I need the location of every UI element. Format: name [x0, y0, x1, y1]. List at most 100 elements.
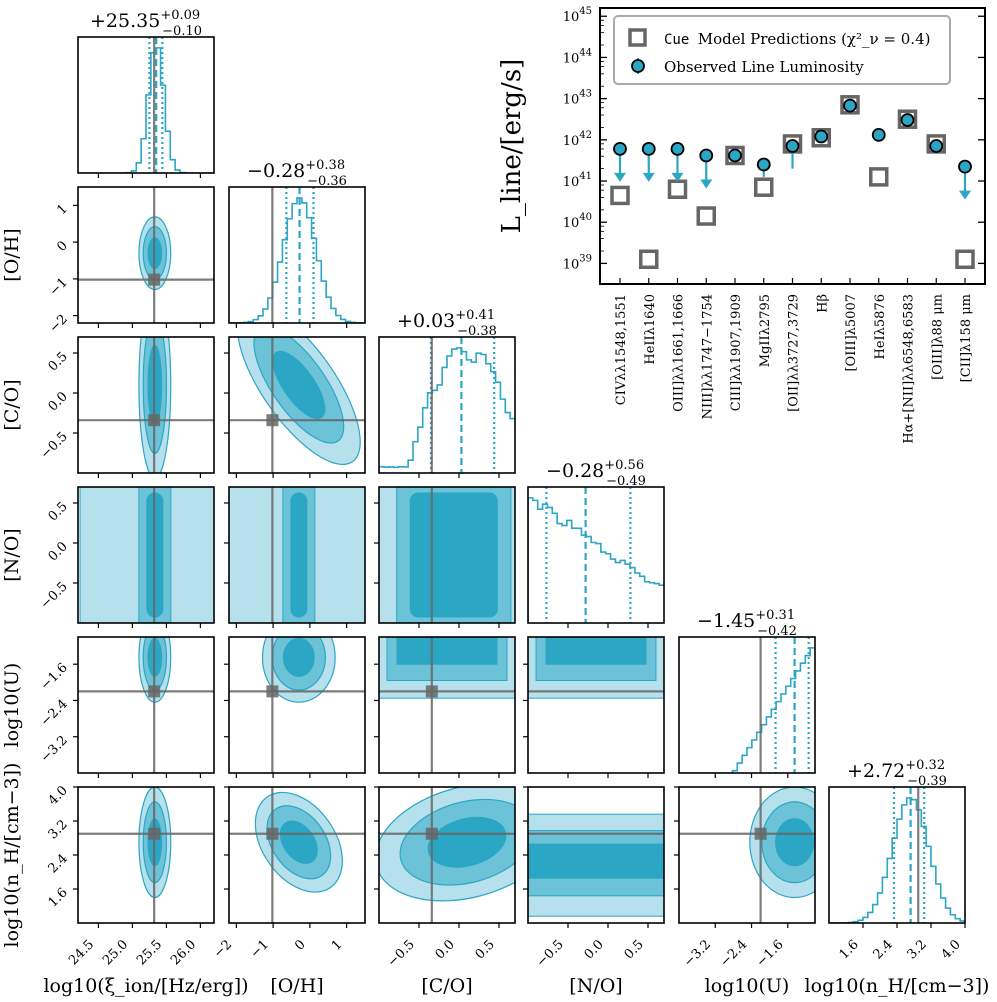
y-axis-label: log10(n_H/[cm−3]): [1, 763, 23, 948]
category-label: [OIII]λ88 μm: [930, 294, 945, 380]
y-tick-label: −1.6: [38, 660, 71, 693]
y-tick-label: 1042: [563, 130, 592, 149]
x-tick-label: −1.6: [754, 937, 787, 970]
truth-marker: [266, 685, 279, 698]
model-marker: [897, 109, 918, 129]
y-axis-label: [C/O]: [1, 379, 23, 430]
model-marker: [840, 95, 860, 115]
observed-marker: [699, 148, 714, 163]
panel-frame: [77, 636, 215, 774]
panel-frame: [678, 636, 816, 774]
panel-content: [528, 487, 664, 623]
model-marker: [754, 177, 774, 197]
y-tick-label: 1041: [563, 171, 592, 190]
category-label: Hα+[NII]λλ6548,6583: [902, 294, 917, 444]
model-marker: [639, 249, 659, 270]
panel-frame: [228, 636, 366, 774]
x-tick-label: −1: [248, 937, 272, 961]
panel-CO-NO: [374, 486, 516, 628]
panel-frame: [228, 486, 366, 624]
panel-content: [78, 787, 214, 923]
panel-content: [379, 337, 515, 473]
contour-level: [290, 492, 308, 618]
observed-marker: [900, 113, 915, 127]
x-tick-label: −3.2: [681, 937, 714, 970]
panel-NO-nH: −0.5 0.0 0.5: [523, 786, 665, 970]
y-tick-label: −0.5: [38, 429, 71, 462]
observed-marker: [670, 141, 685, 156]
x-tick-label: −2.4: [717, 937, 750, 970]
panel-title: −0.28+0.38 −0.36: [247, 158, 347, 189]
x-tick-label: 0.0: [582, 937, 607, 962]
panel-frame: [378, 336, 516, 474]
x-tick-label: 0.0: [433, 937, 458, 962]
panel-U-U: −1.45+0.31 −0.42: [678, 608, 816, 778]
x-tick-label: 0.5: [473, 937, 498, 962]
histogram-step: [679, 647, 815, 773]
x-axis-label: [C/O]: [421, 975, 472, 997]
truth-marker: [266, 414, 279, 427]
truth-marker: [148, 414, 161, 427]
observed-marker: [641, 141, 656, 156]
panel-frame: [378, 636, 516, 774]
y-tick-label: 0.5: [46, 349, 71, 374]
y-axis-label: [O/H]: [1, 228, 23, 281]
category-label: Hβ: [815, 294, 830, 313]
upper-limit-head: [700, 179, 713, 189]
histogram-step: [78, 47, 214, 173]
y-tick-label: 1045: [563, 6, 592, 25]
truth-marker: [754, 827, 767, 840]
truth-marker: [425, 685, 438, 698]
legend-box: [613, 15, 951, 85]
panel-frame: [77, 36, 215, 174]
panel-content: [229, 487, 365, 623]
panel-NO-NO: −0.28+0.56 −0.49: [527, 458, 665, 628]
model-marker: [725, 145, 745, 166]
panel-xi-NO: −0.5 0.0 0.5: [38, 486, 215, 628]
y-tick-label: 0.5: [46, 499, 71, 524]
panel-xi-OH: −2 −1 0 1: [47, 186, 215, 336]
panel-xi-U: −3.2−2.4 −1.6: [38, 636, 215, 778]
y-tick-label: 0: [54, 238, 70, 254]
category-label: NIII]λλ1747−1754: [700, 294, 715, 419]
category-label: OIII]λλ1661,1666: [672, 294, 687, 412]
category-label: [OIII]λ5007: [844, 294, 859, 372]
x-tick-label: 0.5: [622, 937, 647, 962]
y-tick-label: 2.4: [46, 851, 71, 876]
truth-marker: [148, 827, 161, 840]
x-tick-label: 4.0: [939, 937, 964, 962]
contour-level: [272, 350, 326, 420]
y-tick-label: 1043: [563, 89, 592, 108]
observed-marker: [728, 148, 742, 163]
panel-OH-NO: [224, 486, 366, 628]
x-tick-label: 3.2: [905, 937, 930, 962]
x-tick-label: 1.6: [837, 937, 862, 962]
panel-frame: [228, 336, 366, 474]
observed-marker: [958, 159, 972, 174]
panel-title: +25.35+0.09 −0.10: [90, 8, 202, 39]
panel-OH-CO: [224, 336, 366, 478]
y-tick-label: 3.2: [46, 817, 71, 842]
y-axis-label: log10(U): [1, 663, 23, 748]
legend-entry-model: Cue Model Predictions (χ²_ν = 0.4): [664, 30, 930, 48]
y-tick-label: 0.0: [46, 389, 71, 414]
category-label: [CII]λ158 μm: [959, 294, 974, 382]
contour-level: [409, 492, 498, 618]
category-label: CIII]λλ1907,1909: [729, 294, 744, 411]
histogram-step: [528, 497, 664, 623]
panel-title: −0.28+0.56 −0.49: [546, 458, 646, 489]
legend-obs-marker: [631, 59, 645, 73]
category-label: HeIIλ1640: [643, 294, 658, 365]
observed-marker: [613, 141, 627, 156]
panel-content: [229, 637, 365, 773]
observed-marker: [814, 129, 829, 144]
histogram-step: [829, 797, 965, 923]
category-label: [OII]λλ3727,3729: [787, 294, 802, 412]
truth-marker: [266, 827, 279, 840]
panel-content: [829, 787, 965, 923]
y-tick-label: −0.5: [38, 579, 71, 612]
panel-CO-CO: +0.03+0.41 −0.38: [378, 308, 516, 478]
observed-marker: [843, 98, 857, 113]
panel-OH-OH: −0.28+0.38 −0.36: [228, 158, 366, 328]
y-tick-label: −2: [47, 312, 71, 336]
